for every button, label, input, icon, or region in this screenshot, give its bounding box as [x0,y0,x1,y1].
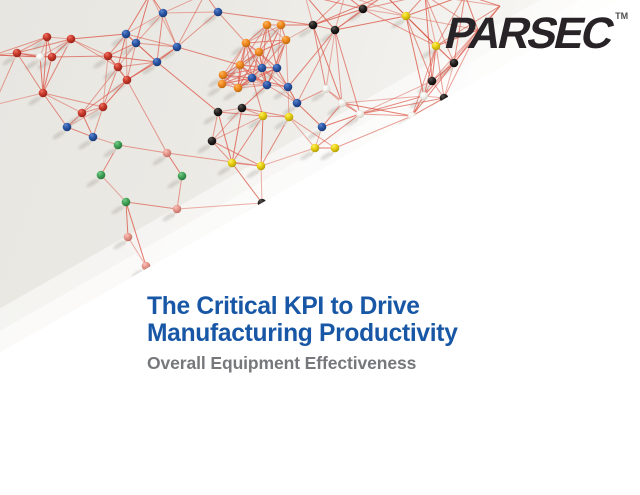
title-block: The Critical KPI to Drive Manufacturing … [147,293,458,373]
slide-title: The Critical KPI to Drive Manufacturing … [147,293,458,347]
title-line-2: Manufacturing Productivity [147,319,458,347]
title-line-1: The Critical KPI to Drive [147,293,420,320]
pin-network-graphic [0,0,501,279]
parsec-logo-text: PARSEC [440,9,617,58]
parsec-logo: PARSECTM [440,9,629,58]
slide-subtitle: Overall Equipment Effectiveness [147,353,417,373]
trademark-symbol: TM [615,11,629,21]
